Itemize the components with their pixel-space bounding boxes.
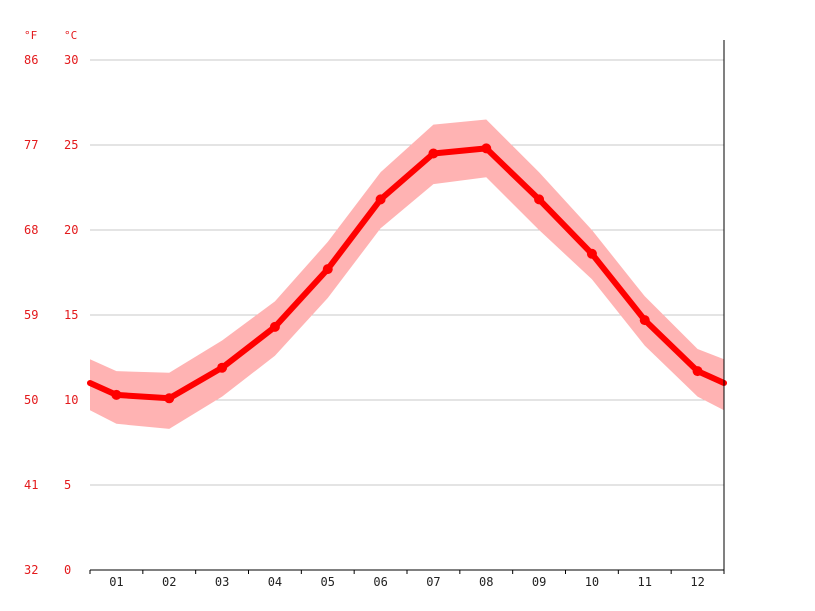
x-tick-label: 05 (321, 575, 335, 589)
x-tick-label: 03 (215, 575, 229, 589)
y-tick-label-fahrenheit: 59 (24, 308, 38, 322)
y-tick-label-celsius: 20 (64, 223, 78, 237)
data-point (639, 315, 650, 326)
x-tick-label: 01 (109, 575, 123, 589)
fahrenheit-unit-label: °F (24, 29, 37, 42)
y-tick-label-fahrenheit: 50 (24, 393, 38, 407)
data-point (534, 194, 545, 205)
x-tick-label: 02 (162, 575, 176, 589)
x-tick-label: 10 (585, 575, 599, 589)
x-tick-label: 09 (532, 575, 546, 589)
y-tick-label-celsius: 15 (64, 308, 78, 322)
y-tick-label-celsius: 5 (64, 478, 71, 492)
y-tick-label-celsius: 25 (64, 138, 78, 152)
y-tick-label-fahrenheit: 68 (24, 223, 38, 237)
data-point (692, 366, 703, 377)
y-tick-label-fahrenheit: 32 (24, 563, 38, 577)
data-point (428, 148, 439, 159)
y-tick-label-celsius: 30 (64, 53, 78, 67)
celsius-unit-label: °C (64, 29, 77, 42)
data-point (481, 143, 492, 154)
data-point (217, 362, 228, 373)
y-tick-label-fahrenheit: 77 (24, 138, 38, 152)
data-point (164, 393, 175, 404)
data-point (111, 389, 122, 400)
temperature-line (87, 143, 727, 404)
grid (90, 59, 724, 486)
y-tick-label-fahrenheit: 86 (24, 53, 38, 67)
x-tick-label: 08 (479, 575, 493, 589)
y-tick-label-fahrenheit: 41 (24, 478, 38, 492)
x-tick-label: 12 (690, 575, 704, 589)
data-point (586, 248, 597, 259)
x-tick-label: 07 (426, 575, 440, 589)
x-tick-label: 06 (373, 575, 387, 589)
series-line (87, 145, 727, 402)
x-tick-label: 11 (638, 575, 652, 589)
y-tick-label-celsius: 10 (64, 393, 78, 407)
x-tick-label: 04 (268, 575, 282, 589)
axes (89, 40, 725, 574)
data-point (269, 321, 280, 332)
temperature-band (90, 119, 724, 429)
y-tick-label-celsius: 0 (64, 563, 71, 577)
data-point (322, 264, 333, 275)
axis-labels: °F °C 0 32 5 41 10 50 15 59 20 68 25 77 30 86 01 02 03 04… (24, 29, 705, 589)
range-band (90, 119, 724, 429)
data-point (375, 194, 386, 205)
